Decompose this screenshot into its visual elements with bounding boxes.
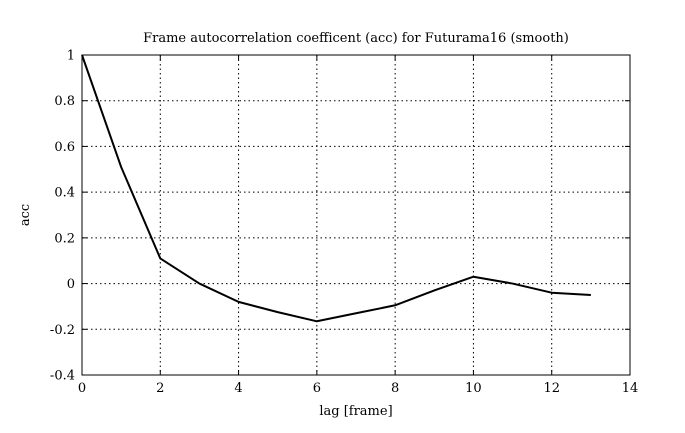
x-axis-label: lag [frame] — [319, 404, 392, 419]
series-line — [81, 54, 591, 323]
y-tick-label: 0.6 — [54, 140, 75, 155]
plot-frame — [81, 54, 631, 376]
y-axis-label: acc — [18, 204, 33, 226]
x-tick-label: 10 — [465, 381, 482, 396]
y-tick-label: 0 — [67, 277, 75, 292]
grid — [82, 55, 630, 375]
x-tick-label: 8 — [391, 381, 399, 396]
axis-ticks: 0 2 4 6 8 10 12 14 -0.4 -0.2 0 0.2 0.4 0.6 0.8 1 — [50, 49, 638, 397]
x-tick-label: 2 — [156, 381, 164, 396]
y-tick-label: -0.4 — [50, 369, 75, 384]
y-tick-label: 1 — [67, 49, 75, 64]
series-layer — [81, 54, 591, 323]
y-tick-label: 0.2 — [54, 231, 75, 246]
y-tick-label: 0.8 — [54, 94, 75, 109]
x-tick-label: 6 — [313, 381, 321, 396]
x-tick-label: 0 — [78, 381, 86, 396]
x-tick-label: 12 — [543, 381, 560, 396]
x-tick-label: 4 — [234, 381, 242, 396]
y-tick-label: -0.2 — [50, 323, 75, 338]
chart-title: Frame autocorrelation coefficent (acc) f… — [143, 31, 569, 46]
x-tick-label: 14 — [622, 381, 639, 396]
y-tick-label: 0.4 — [54, 186, 75, 201]
